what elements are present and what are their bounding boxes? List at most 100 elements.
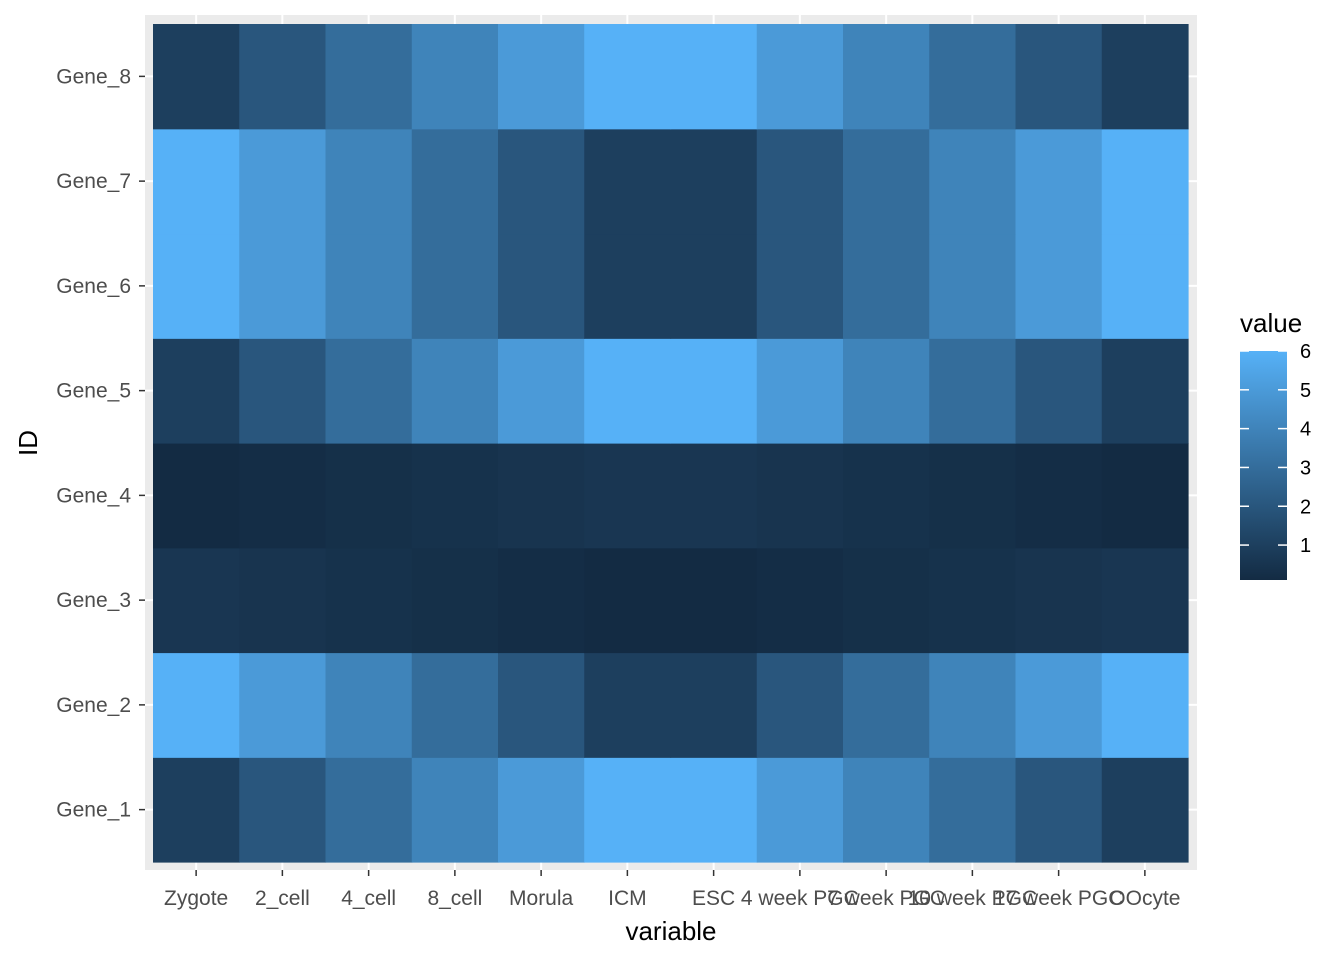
heatmap-cell — [843, 652, 930, 758]
heatmap-cell — [239, 338, 327, 444]
heatmap-cell — [929, 652, 1017, 758]
x-axis-title: variable — [625, 916, 716, 946]
heatmap-cell — [411, 338, 499, 444]
heatmap-cell — [756, 338, 844, 444]
heatmap-cell — [1101, 547, 1189, 654]
heatmap-cell — [498, 233, 585, 339]
heatmap-cell — [239, 757, 327, 863]
heatmap-cell — [411, 128, 499, 235]
heatmap-cell — [498, 443, 585, 549]
x-tick-label: 10 week PGC — [908, 887, 1038, 910]
y-axis-title: ID — [13, 430, 43, 456]
x-tick-label: 4_cell — [341, 887, 396, 910]
heatmap-cell — [843, 547, 930, 654]
heatmap-cell — [843, 757, 930, 863]
heatmap-cell — [498, 338, 585, 444]
legend-tick-label: 2 — [1300, 496, 1311, 518]
heatmap-tiles — [153, 24, 1189, 863]
heatmap-cell — [153, 24, 240, 130]
legend-tick-label: 1 — [1300, 535, 1311, 557]
heatmap-cell — [325, 652, 413, 758]
heatmap-cell — [1015, 547, 1103, 654]
heatmap-cell — [929, 443, 1017, 549]
heatmap-cell — [843, 338, 930, 444]
x-axis: Zygote 2_cell 4_cell 8_cell Morula ICM ESC 4 we… — [164, 870, 1180, 910]
heatmap-cell — [756, 233, 844, 339]
heatmap-cell — [1101, 233, 1189, 339]
heatmap-cell — [670, 652, 758, 758]
color-legend: value 1 2 3 4 5 6 — [1240, 308, 1311, 580]
heatmap-cell — [1015, 757, 1103, 863]
heatmap-cell — [1101, 757, 1189, 863]
x-tick-label: 7 week PGC — [827, 887, 945, 910]
heatmap-cell — [584, 338, 672, 444]
heatmap-cell — [325, 338, 413, 444]
heatmap-cell — [325, 128, 413, 235]
heatmap-cell — [411, 757, 499, 863]
heatmap-cell — [153, 338, 240, 444]
heatmap-cell — [670, 338, 758, 444]
heatmap-cell — [239, 233, 327, 339]
y-tick-label: Gene_6 — [56, 275, 131, 298]
heatmap-cell — [153, 547, 240, 654]
heatmap-cell — [325, 24, 413, 130]
heatmap-cell — [325, 547, 413, 654]
heatmap-cell — [670, 233, 758, 339]
heatmap-cell — [1101, 652, 1189, 758]
heatmap-cell — [756, 443, 844, 549]
y-tick-label: Gene_8 — [56, 65, 131, 88]
heatmap-cell — [843, 233, 930, 339]
y-tick-label: Gene_5 — [56, 380, 131, 403]
heatmap-cell — [239, 652, 327, 758]
heatmap-cell — [1015, 338, 1103, 444]
y-tick-label: Gene_3 — [56, 589, 131, 612]
heatmap-cell — [153, 443, 240, 549]
heatmap-cell — [153, 233, 240, 339]
heatmap-cell — [756, 128, 844, 235]
x-tick-label: ESC — [692, 887, 735, 910]
heatmap-cell — [325, 443, 413, 549]
heatmap-cell — [1015, 24, 1103, 130]
heatmap-cell — [153, 652, 240, 758]
heatmap-cell — [411, 547, 499, 654]
y-tick-label: Gene_7 — [56, 170, 131, 193]
heatmap-cell — [1015, 233, 1103, 339]
legend-tick-label: 4 — [1300, 419, 1311, 441]
heatmap-cell — [1101, 338, 1189, 444]
heatmap-cell — [584, 443, 672, 549]
x-tick-label: Morula — [509, 887, 574, 910]
legend-tick-label: 6 — [1300, 341, 1311, 363]
legend-title: value — [1240, 308, 1302, 338]
heatmap-cell — [325, 757, 413, 863]
heatmap-cell — [929, 233, 1017, 339]
heatmap-cell — [670, 757, 758, 863]
x-tick-label: 17 week PGC — [994, 887, 1124, 910]
heatmap-cell — [756, 24, 844, 130]
y-tick-label: Gene_4 — [56, 484, 131, 507]
heatmap-cell — [670, 547, 758, 654]
heatmap-cell — [498, 652, 585, 758]
heatmap-cell — [843, 128, 930, 235]
heatmap-cell — [929, 128, 1017, 235]
heatmap-cell — [929, 24, 1017, 130]
heatmap-cell — [1101, 24, 1189, 130]
heatmap-cell — [1015, 652, 1103, 758]
heatmap-cell — [756, 652, 844, 758]
heatmap-cell — [929, 757, 1017, 863]
heatmap-cell — [584, 233, 672, 339]
heatmap-cell — [239, 24, 327, 130]
heatmap-cell — [1015, 443, 1103, 549]
y-tick-label: Gene_1 — [56, 799, 131, 822]
heatmap-cell — [929, 338, 1017, 444]
heatmap-cell — [411, 443, 499, 549]
heatmap-cell — [670, 24, 758, 130]
y-axis: Gene_1 Gene_2 Gene_3 Gene_4 Gene_5 Gene_6 Gene… — [56, 65, 145, 822]
heatmap-cell — [584, 547, 672, 654]
heatmap-cell — [843, 24, 930, 130]
x-tick-label: 4 week PGC — [741, 887, 859, 910]
heatmap-cell — [584, 652, 672, 758]
legend-ticks: 1 2 3 4 5 6 — [1240, 341, 1311, 557]
heatmap-cell — [929, 547, 1017, 654]
heatmap-cell — [411, 652, 499, 758]
